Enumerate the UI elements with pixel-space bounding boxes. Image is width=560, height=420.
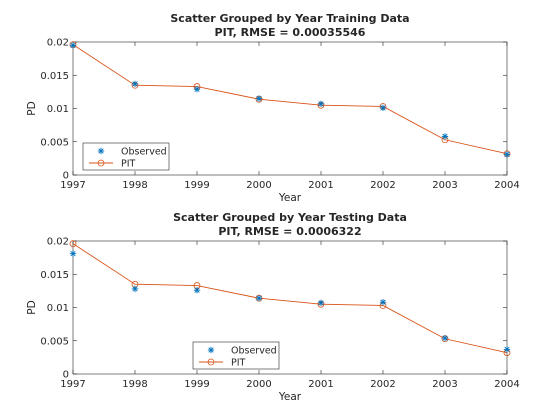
observed-point: [193, 287, 201, 294]
asterisk-stroke: [208, 347, 214, 353]
observed-point: [317, 100, 325, 108]
asterisk-stroke: [318, 300, 324, 306]
observed-point: [503, 346, 511, 353]
legend-box: [82, 142, 170, 171]
x-tick-label: 2002: [370, 379, 395, 390]
y-tick-label: 0: [63, 171, 69, 182]
x-tick-label: 1997: [60, 379, 85, 390]
y-axis-label: PD: [26, 300, 38, 314]
x-tick-label: 2003: [432, 379, 457, 390]
chart-1: Scatter Grouped by Year Training DataPIT…: [26, 12, 520, 204]
x-axis-label: Year: [278, 192, 302, 204]
observed-point: [193, 86, 201, 93]
x-tick-label: 2003: [432, 180, 457, 191]
x-axis-label: Year: [278, 391, 302, 403]
x-tick-label: 1999: [184, 180, 209, 191]
asterisk-stroke: [132, 286, 138, 292]
asterisk-stroke: [70, 251, 76, 257]
legend-pit-label: PIT: [231, 358, 246, 369]
legend-pit-marker: [97, 159, 105, 167]
x-tick-label: 1998: [122, 180, 147, 191]
asterisk-stroke: [132, 81, 138, 87]
legend-observed-marker: [97, 147, 105, 155]
chart-2: Scatter Grouped by Year Testing DataPIT,…: [26, 211, 520, 403]
observed-point: [131, 285, 139, 293]
asterisk-stroke: [442, 335, 448, 341]
observed-point: [255, 95, 263, 102]
chart-subtitle: PIT, RMSE = 0.0006322: [218, 225, 361, 238]
observed-point: [255, 294, 263, 302]
chart-title: Scatter Grouped by Year Training Data: [170, 12, 409, 25]
observed-point: [441, 133, 449, 140]
y-tick-label: 0.005: [40, 336, 69, 347]
observed-point: [131, 80, 139, 88]
pit-line: [72, 44, 508, 155]
x-tick-label: 1999: [184, 379, 209, 390]
asterisk-stroke: [194, 287, 200, 293]
x-tick-label: 2000: [246, 180, 271, 191]
asterisk-stroke: [70, 42, 76, 48]
y-tick-label: 0.02: [47, 38, 69, 49]
observed-point: [441, 334, 449, 342]
legend-box: [192, 341, 280, 370]
observed-point: [317, 299, 325, 307]
observed-point: [69, 250, 77, 257]
chart-subtitle: PIT, RMSE = 0.00035546: [215, 26, 366, 39]
y-tick-label: 0: [63, 370, 69, 381]
asterisk-stroke: [442, 133, 448, 140]
y-tick-label: 0.005: [40, 137, 69, 148]
legend-observed-label: Observed: [231, 346, 277, 357]
x-tick-label: 1997: [60, 180, 85, 191]
x-tick-label: 2001: [308, 180, 333, 191]
asterisk-stroke: [98, 148, 104, 154]
plot-area: [72, 240, 508, 375]
asterisk-stroke: [256, 295, 262, 301]
x-tick-label: 2004: [494, 379, 519, 390]
asterisk-stroke: [380, 105, 386, 111]
observed-point: [379, 298, 387, 306]
y-tick-label: 0.01: [47, 303, 69, 314]
y-tick-label: 0.01: [47, 104, 69, 115]
asterisk-stroke: [318, 101, 324, 107]
observed-point: [503, 151, 511, 158]
x-tick-label: 2000: [246, 379, 271, 390]
legend-observed-label: Observed: [121, 147, 167, 158]
legend-pit-label: PIT: [121, 159, 136, 170]
asterisk-stroke: [256, 95, 262, 102]
x-tick-label: 2004: [494, 180, 519, 191]
y-axis-label: PD: [26, 101, 38, 115]
observed-point: [379, 104, 387, 112]
x-tick-label: 2002: [370, 180, 395, 191]
x-tick-label: 2001: [308, 379, 333, 390]
y-tick-label: 0.015: [40, 71, 69, 82]
asterisk-stroke: [380, 299, 386, 305]
x-tick-label: 1998: [122, 379, 147, 390]
y-tick-label: 0.02: [47, 237, 69, 248]
pit-line: [72, 243, 508, 354]
observed-point: [69, 42, 77, 49]
asterisk-stroke: [194, 86, 200, 92]
pit-point: [69, 240, 77, 248]
y-tick-label: 0.015: [40, 270, 69, 281]
asterisk-stroke: [504, 151, 510, 158]
asterisk-stroke: [504, 346, 510, 353]
legend-pit-marker: [207, 358, 215, 366]
legend-observed-marker: [207, 346, 215, 354]
chart-title: Scatter Grouped by Year Testing Data: [173, 211, 407, 224]
